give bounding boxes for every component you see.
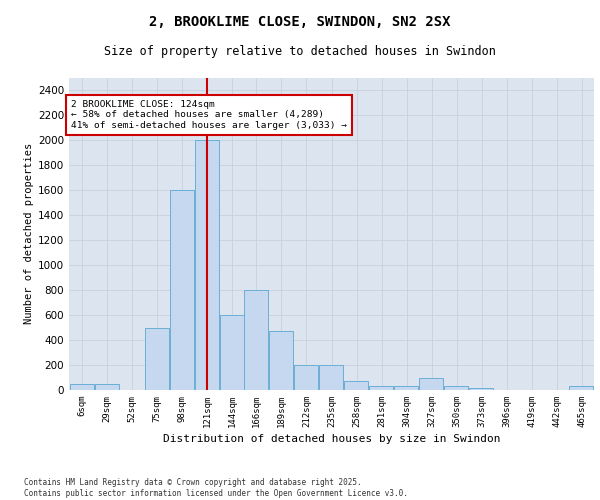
- Text: Contains HM Land Registry data © Crown copyright and database right 2025.
Contai: Contains HM Land Registry data © Crown c…: [24, 478, 408, 498]
- Bar: [319, 365, 343, 390]
- Bar: [569, 386, 593, 390]
- Bar: [244, 290, 268, 390]
- Bar: [269, 331, 293, 390]
- Text: Size of property relative to detached houses in Swindon: Size of property relative to detached ho…: [104, 45, 496, 58]
- Bar: [195, 140, 219, 390]
- Bar: [419, 378, 443, 390]
- X-axis label: Distribution of detached houses by size in Swindon: Distribution of detached houses by size …: [163, 434, 500, 444]
- Bar: [394, 386, 418, 390]
- Bar: [369, 386, 393, 390]
- Bar: [145, 328, 169, 390]
- Bar: [294, 365, 318, 390]
- Y-axis label: Number of detached properties: Number of detached properties: [24, 143, 34, 324]
- Bar: [170, 190, 194, 390]
- Bar: [70, 384, 94, 390]
- Text: 2 BROOKLIME CLOSE: 124sqm
← 58% of detached houses are smaller (4,289)
41% of se: 2 BROOKLIME CLOSE: 124sqm ← 58% of detac…: [71, 100, 347, 130]
- Text: 2, BROOKLIME CLOSE, SWINDON, SN2 2SX: 2, BROOKLIME CLOSE, SWINDON, SN2 2SX: [149, 15, 451, 29]
- Bar: [220, 315, 244, 390]
- Bar: [344, 381, 368, 390]
- Bar: [444, 386, 468, 390]
- Bar: [469, 388, 493, 390]
- Bar: [95, 384, 119, 390]
